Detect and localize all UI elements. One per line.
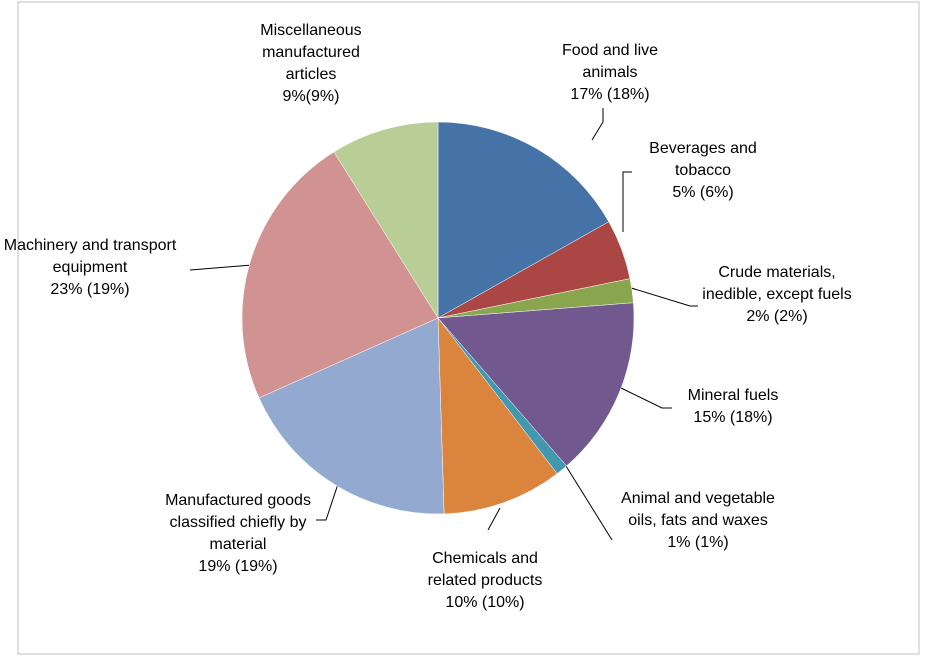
value-label: 9%(9%) xyxy=(282,88,340,105)
slice-label: Animal and vegetable oils, fats and waxe… xyxy=(611,488,786,554)
slice-label: Machinery and transport equipment 23% (19… xyxy=(0,235,185,301)
pie-slice xyxy=(437,317,558,515)
value-label: 2% (2%) xyxy=(746,308,808,325)
category-label: Chemicals and related products xyxy=(427,550,543,589)
category-label: Animal and vegetable oils, fats and waxe… xyxy=(621,490,775,529)
pie-slice xyxy=(437,302,635,467)
pie-slice xyxy=(333,121,439,319)
slice-label: Crude materials, inedible, except fuels 2… xyxy=(692,262,862,328)
category-label: Manufactured goods classified chiefly by… xyxy=(165,492,311,553)
value-label: 15% (18%) xyxy=(693,409,773,426)
value-label: 23% (19%) xyxy=(50,281,130,298)
slice-label: Miscellaneous manufactured articles 9%(9%… xyxy=(239,20,384,108)
slice-label: Manufactured goods classified chiefly by… xyxy=(156,490,321,578)
category-label: Beverages and tobacco xyxy=(649,140,757,179)
category-label: Crude materials, inedible, except fuels xyxy=(702,264,852,303)
slice-label: Food and live animals 17% (18%) xyxy=(535,40,685,106)
pie-slice xyxy=(241,151,439,399)
category-label: Machinery and transport equipment xyxy=(3,237,177,276)
chart-border xyxy=(17,1,920,655)
category-label: Miscellaneous manufactured articles xyxy=(260,22,362,83)
slice-label: Beverages and tobacco 5% (6%) xyxy=(628,138,778,204)
leader-lines xyxy=(189,108,698,541)
pie-slice xyxy=(437,121,610,319)
value-label: 5% (6%) xyxy=(672,184,734,201)
slice-label: Mineral fuels 15% (18%) xyxy=(658,385,808,429)
category-label: Mineral fuels xyxy=(687,387,779,404)
value-label: 10% (10%) xyxy=(445,594,525,611)
value-label: 17% (18%) xyxy=(570,86,650,103)
slice-label: Chemicals and related products 10% (10%) xyxy=(410,548,560,614)
category-label: Food and live animals xyxy=(561,42,659,81)
pie-slice xyxy=(258,317,445,515)
value-label: 1% (1%) xyxy=(667,534,729,551)
value-label: 19% (19%) xyxy=(198,558,278,575)
